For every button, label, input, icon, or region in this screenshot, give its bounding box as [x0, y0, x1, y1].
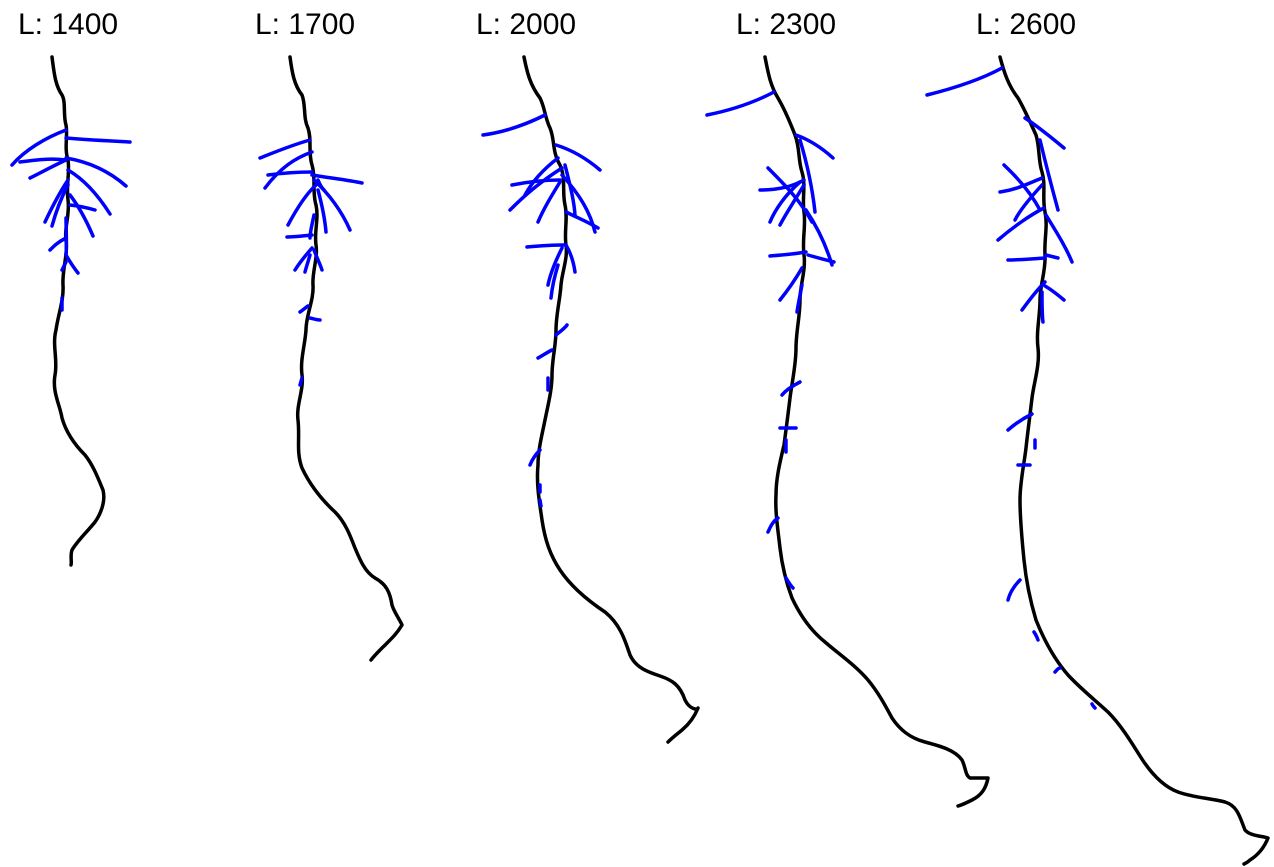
lateral-root [795, 283, 804, 314]
lateral-root [43, 178, 70, 224]
lateral-root [564, 243, 577, 274]
lateral-root [778, 266, 804, 302]
primary-root-5 [998, 55, 1270, 866]
lateral-root [1006, 412, 1034, 432]
lateral-root [794, 133, 835, 160]
lateral-root [10, 128, 68, 167]
lateral-root [1038, 138, 1060, 212]
lateral-root [50, 183, 70, 228]
lateral-root [768, 180, 802, 224]
lateral-root [263, 150, 314, 190]
lateral-root [925, 66, 1004, 97]
lateral-root [536, 348, 554, 360]
lateral-root [308, 213, 316, 240]
lateral-root [778, 183, 806, 227]
lateral-root [563, 163, 577, 217]
lateral-root [48, 236, 68, 252]
lateral-root [293, 246, 314, 272]
lateral-root [64, 156, 128, 188]
lateral-root [285, 233, 314, 239]
lateral-root [286, 183, 318, 227]
root-panel-1: L: 1400 [10, 8, 132, 567]
panel-label-1: L: 1400 [18, 8, 118, 41]
lateral-root [1040, 290, 1045, 324]
panel-label-2: L: 1700 [255, 8, 355, 41]
root-panel-5: L: 2600 [925, 8, 1270, 866]
lateral-root [60, 260, 68, 272]
lateral-root [312, 248, 324, 272]
lateral-root [1013, 183, 1044, 222]
lateral-root [1006, 578, 1022, 602]
root-panel-3: L: 2000 [476, 8, 700, 744]
lateral-root [508, 166, 564, 212]
primary-root-4 [763, 55, 990, 808]
lateral-root [768, 250, 808, 258]
root-panel-2: L: 1700 [255, 8, 404, 662]
lateral-root [784, 576, 795, 590]
lateral-root [1023, 116, 1066, 150]
primary-root-1 [50, 55, 106, 567]
lateral-root [998, 176, 1044, 194]
lateral-root [554, 323, 569, 337]
lateral-root [780, 380, 802, 397]
lateral-root [28, 158, 68, 180]
lateral-root [68, 203, 97, 212]
lateral-roots-1 [10, 128, 132, 312]
panel-label-3: L: 2000 [476, 8, 576, 41]
lateral-root [1044, 213, 1074, 264]
lateral-root [510, 178, 562, 187]
primary-root-3 [522, 55, 700, 744]
lateral-root [1090, 702, 1097, 710]
panel-label-5: L: 2600 [976, 8, 1076, 41]
lateral-root [316, 188, 328, 234]
lateral-root [528, 448, 542, 467]
lateral-root [546, 246, 564, 287]
lateral-root [310, 173, 364, 185]
lateral-roots-5 [925, 66, 1097, 710]
lateral-root [554, 143, 602, 172]
lateral-root [1043, 284, 1066, 302]
lateral-root [798, 138, 817, 214]
lateral-root [312, 178, 352, 232]
lateral-root [1006, 256, 1047, 262]
lateral-root [1002, 163, 1042, 212]
lateral-root [1053, 666, 1062, 674]
lateral-root [298, 376, 304, 387]
lateral-root [766, 516, 780, 534]
lateral-root [549, 263, 560, 300]
lateral-root [481, 113, 547, 137]
lateral-root [538, 498, 543, 508]
lateral-root [266, 170, 314, 177]
lateral-root [536, 180, 562, 224]
lateral-roots-4 [705, 90, 836, 590]
lateral-root [316, 178, 326, 192]
lateral-root [996, 206, 1046, 242]
lateral-root [64, 253, 80, 275]
lateral-root [564, 210, 600, 230]
lateral-roots-2 [258, 138, 364, 387]
lateral-root [258, 138, 312, 160]
lateral-root [68, 193, 95, 238]
lateral-root [308, 316, 322, 322]
panel-label-4: L: 2300 [736, 8, 836, 41]
lateral-root [523, 156, 560, 197]
lateral-root [1032, 630, 1040, 642]
lateral-root [303, 253, 312, 274]
lateral-root [66, 168, 112, 216]
lateral-root [18, 157, 68, 164]
lateral-root [1044, 253, 1060, 260]
lateral-roots-3 [481, 113, 602, 508]
lateral-root [525, 243, 566, 249]
lateral-root [298, 304, 310, 314]
lateral-root [64, 136, 132, 144]
lateral-root [806, 253, 836, 264]
lateral-root [705, 90, 776, 117]
lateral-root [1020, 280, 1047, 312]
primary-root-2 [288, 55, 404, 662]
root-panel-4: L: 2300 [705, 8, 990, 808]
